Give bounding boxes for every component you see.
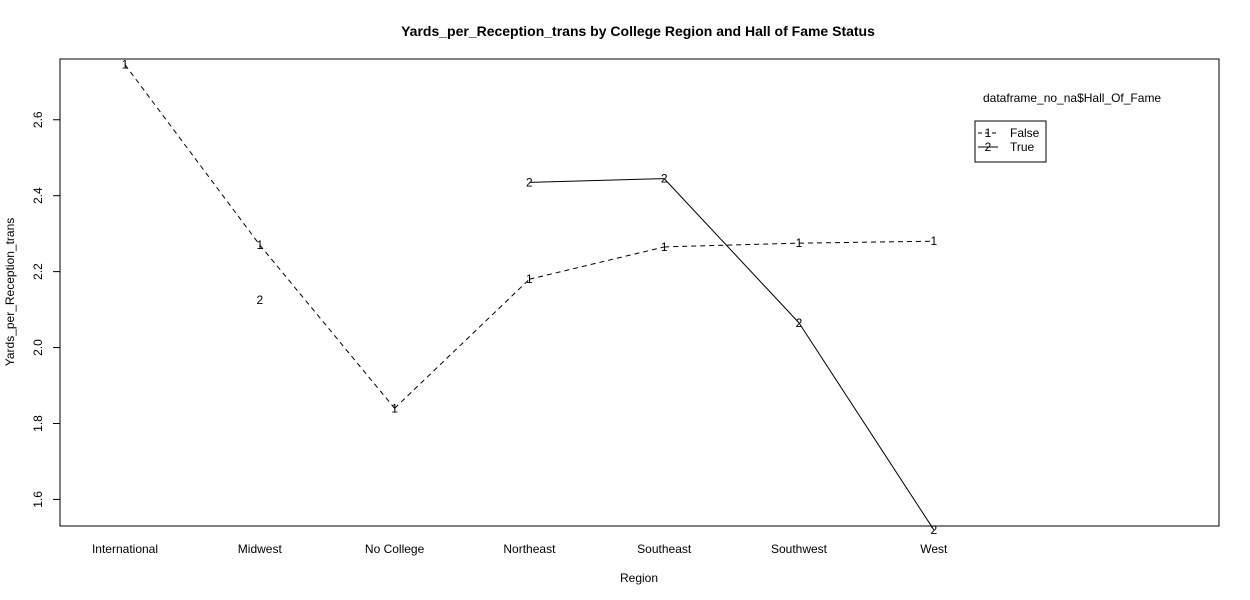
y-tick-label: 1.6	[31, 491, 45, 508]
data-point-symbol: 1	[930, 234, 937, 248]
legend-title: dataframe_no_na$Hall_Of_Fame	[983, 91, 1161, 105]
plot-frame	[59, 58, 1220, 527]
series-true: 2 2 2 2 2	[256, 172, 937, 537]
legend-symbol: 1	[985, 126, 992, 140]
x-tick-label: West	[920, 542, 948, 556]
data-point-symbol: 1	[391, 401, 398, 415]
data-point-symbol: 2	[256, 293, 263, 307]
data-point-symbol: 2	[526, 175, 533, 189]
x-tick-label: No College	[365, 542, 425, 556]
data-point-symbol: 1	[122, 58, 129, 72]
legend-label: True	[1010, 140, 1035, 154]
chart-title: Yards_per_Reception_trans by College Reg…	[401, 23, 875, 39]
series-line-segment	[394, 278, 530, 409]
x-tick-label: Midwest	[238, 542, 283, 556]
series-line-segment	[798, 240, 934, 244]
series-line-segment	[664, 242, 800, 248]
series-line-segment	[663, 178, 800, 324]
data-point-symbol: 1	[796, 236, 803, 250]
x-axis-label: Region	[620, 571, 658, 585]
y-tick-label: 2.6	[31, 111, 45, 128]
y-axis: 1.6 1.8 2.0 2.2 2.4 2.6	[31, 111, 60, 508]
x-tick-label: Southeast	[637, 542, 692, 556]
series-line-segment	[124, 64, 261, 246]
legend-entries: 1 False 2 True	[978, 126, 1040, 154]
series-line-segment	[798, 322, 935, 531]
y-tick-label: 2.0	[31, 339, 45, 356]
data-point-symbol: 1	[256, 238, 263, 252]
series-line-segment	[529, 246, 665, 280]
y-tick-label: 2.2	[31, 263, 45, 280]
series-false: 1 1 1 1 1 1 1	[122, 58, 938, 416]
x-tick-label: Southwest	[771, 542, 828, 556]
series-line-segment	[259, 244, 395, 409]
legend: dataframe_no_na$Hall_Of_Fame 1 False 2 True	[974, 91, 1161, 163]
y-axis-label: Yards_per_Reception_trans	[3, 218, 17, 367]
y-tick-label: 2.4	[31, 187, 45, 204]
data-point-symbol: 2	[930, 523, 937, 537]
y-tick-label: 1.8	[31, 415, 45, 432]
legend-symbol: 2	[985, 140, 992, 154]
legend-label: False	[1010, 126, 1040, 140]
series-layer: 1 1 1 1 1 1 1 2 2 2 2 2	[122, 58, 938, 537]
x-tick-label: International	[92, 542, 158, 556]
data-point-symbol: 2	[796, 316, 803, 330]
data-point-symbol: 1	[526, 272, 533, 286]
x-axis: International Midwest No College Northeast S…	[92, 542, 948, 556]
series-line-segment	[529, 178, 665, 183]
data-point-symbol: 2	[661, 172, 668, 186]
legend-box	[974, 120, 1047, 163]
x-tick-label: Northeast	[503, 542, 556, 556]
data-point-symbol: 1	[661, 240, 668, 254]
